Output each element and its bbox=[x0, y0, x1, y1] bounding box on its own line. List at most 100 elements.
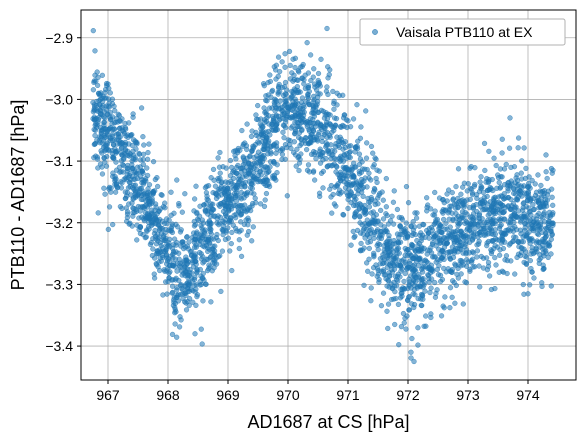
data-point bbox=[109, 150, 116, 157]
data-point bbox=[106, 184, 113, 191]
data-point bbox=[448, 203, 455, 209]
data-point bbox=[250, 145, 256, 152]
data-point bbox=[549, 194, 555, 200]
data-point bbox=[493, 218, 499, 224]
data-point bbox=[521, 145, 527, 151]
data-point bbox=[302, 85, 309, 92]
data-point bbox=[523, 260, 529, 267]
data-point bbox=[390, 221, 397, 227]
data-point bbox=[519, 245, 525, 252]
data-point bbox=[351, 180, 357, 186]
data-point bbox=[299, 115, 306, 121]
data-point bbox=[199, 341, 205, 347]
data-point bbox=[540, 203, 547, 209]
data-point bbox=[135, 193, 141, 199]
data-point bbox=[359, 222, 365, 228]
legend-label: Vaisala PTB110 at EX bbox=[396, 24, 533, 40]
data-point bbox=[178, 317, 184, 323]
data-point bbox=[488, 216, 494, 223]
data-point bbox=[174, 334, 180, 340]
data-point bbox=[348, 242, 354, 248]
data-point bbox=[342, 139, 349, 145]
data-point bbox=[425, 272, 431, 278]
data-point bbox=[543, 169, 549, 175]
data-point bbox=[124, 189, 130, 196]
data-point bbox=[489, 209, 496, 215]
data-point bbox=[284, 193, 290, 199]
data-point bbox=[333, 203, 339, 209]
data-point bbox=[245, 161, 252, 167]
data-point bbox=[320, 168, 326, 175]
data-point bbox=[502, 231, 508, 238]
data-point bbox=[279, 156, 285, 163]
data-point bbox=[450, 236, 456, 243]
data-point bbox=[345, 196, 351, 203]
data-point bbox=[189, 270, 195, 276]
data-point bbox=[145, 224, 152, 230]
data-point bbox=[480, 265, 487, 271]
data-point bbox=[331, 155, 337, 162]
data-point bbox=[263, 109, 269, 115]
data-point bbox=[523, 165, 529, 172]
y-tick-label: −3.1 bbox=[45, 153, 73, 169]
data-point bbox=[194, 229, 200, 235]
data-point bbox=[483, 206, 489, 212]
data-point bbox=[132, 176, 138, 182]
data-point bbox=[200, 243, 206, 249]
data-point bbox=[348, 189, 354, 195]
data-point bbox=[239, 203, 245, 209]
data-point bbox=[526, 237, 533, 244]
data-point bbox=[408, 349, 414, 355]
data-point bbox=[457, 257, 463, 264]
data-point bbox=[511, 210, 517, 217]
data-point bbox=[305, 162, 312, 168]
data-point bbox=[213, 191, 219, 197]
data-point bbox=[229, 229, 235, 236]
data-point bbox=[263, 97, 269, 104]
data-point bbox=[406, 276, 412, 282]
data-point bbox=[390, 261, 396, 268]
data-point bbox=[167, 269, 173, 275]
data-point bbox=[277, 68, 283, 75]
data-point bbox=[237, 212, 244, 218]
data-point bbox=[462, 209, 468, 216]
data-point bbox=[380, 197, 386, 203]
data-point bbox=[220, 208, 227, 215]
data-point bbox=[397, 223, 403, 229]
data-point bbox=[503, 161, 509, 168]
data-point bbox=[222, 236, 229, 243]
data-point bbox=[493, 262, 499, 268]
data-point bbox=[415, 274, 422, 280]
data-point bbox=[449, 294, 455, 300]
data-point bbox=[118, 185, 125, 191]
data-point bbox=[151, 271, 157, 277]
data-point bbox=[108, 116, 114, 122]
data-point bbox=[273, 62, 280, 68]
data-point bbox=[253, 112, 259, 118]
data-point bbox=[96, 134, 103, 140]
data-point bbox=[153, 233, 159, 239]
data-point bbox=[309, 131, 315, 137]
data-point bbox=[375, 271, 382, 277]
data-point bbox=[460, 184, 466, 190]
data-point bbox=[106, 85, 112, 92]
data-point bbox=[394, 206, 401, 213]
data-point bbox=[267, 72, 273, 78]
data-point bbox=[534, 249, 540, 255]
data-point bbox=[381, 224, 387, 230]
legend-marker bbox=[372, 29, 378, 35]
data-point bbox=[182, 290, 188, 297]
data-point bbox=[520, 239, 526, 245]
data-point bbox=[401, 278, 407, 285]
data-point bbox=[155, 183, 161, 190]
data-point bbox=[325, 64, 331, 70]
data-point bbox=[380, 290, 387, 296]
data-point bbox=[437, 240, 443, 246]
data-point bbox=[228, 240, 234, 247]
data-point bbox=[229, 267, 235, 274]
data-point bbox=[214, 215, 220, 222]
data-point bbox=[367, 234, 373, 240]
data-point bbox=[415, 342, 421, 348]
data-point bbox=[458, 215, 464, 222]
